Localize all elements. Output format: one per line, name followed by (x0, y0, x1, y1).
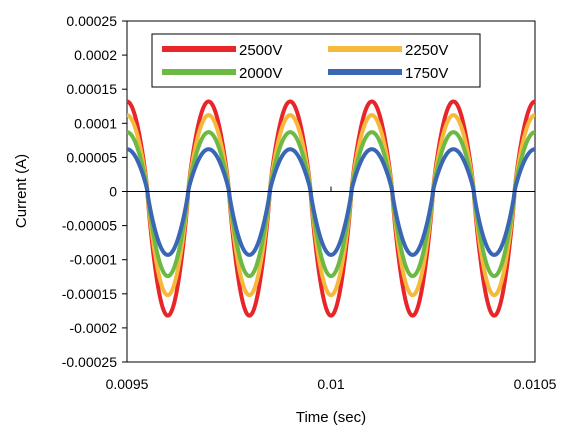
legend-box (151, 33, 481, 88)
y-tick-label: 0.00015 (66, 81, 117, 97)
x-axis-title: Time (sec) (296, 409, 366, 426)
series-line-1750V (125, 147, 537, 257)
legend-label: 2500V (239, 42, 282, 59)
y-tick-label: 0.00025 (66, 13, 117, 29)
series-line-2000V (125, 130, 537, 279)
y-tick-label: 0.00005 (66, 149, 117, 165)
y-tick-label: -0.00015 (62, 286, 117, 302)
y-tick-label: 0 (109, 184, 117, 200)
y-tick-label: -0.0002 (70, 320, 118, 336)
legend-label: 1750V (405, 65, 448, 82)
series-layer (125, 99, 537, 318)
x-axis-ticks: 0.0095 0.01 0.0105 (106, 186, 557, 392)
y-tick-label: 0.0002 (74, 47, 117, 63)
y-tick-label: -0.0001 (70, 252, 118, 268)
y-axis-ticks: 0.00025 0.0002 0.00015 0.0001 0.00005 0 -0.000… (62, 13, 127, 370)
y-axis-title: Current (A) (13, 154, 30, 228)
legend: 2500V 2250V 2000V 1750V (151, 33, 481, 88)
x-tick-label: 0.0105 (514, 376, 557, 392)
y-tick-label: -0.00025 (62, 354, 117, 370)
legend-label: 2000V (239, 65, 282, 82)
y-tick-label: 0.0001 (74, 115, 117, 131)
x-tick-label: 0.0095 (106, 376, 149, 392)
x-tick-label: 0.01 (317, 376, 344, 392)
series-line-2250V (125, 113, 537, 298)
legend-label: 2250V (405, 42, 448, 59)
y-tick-label: -0.00005 (62, 218, 117, 234)
